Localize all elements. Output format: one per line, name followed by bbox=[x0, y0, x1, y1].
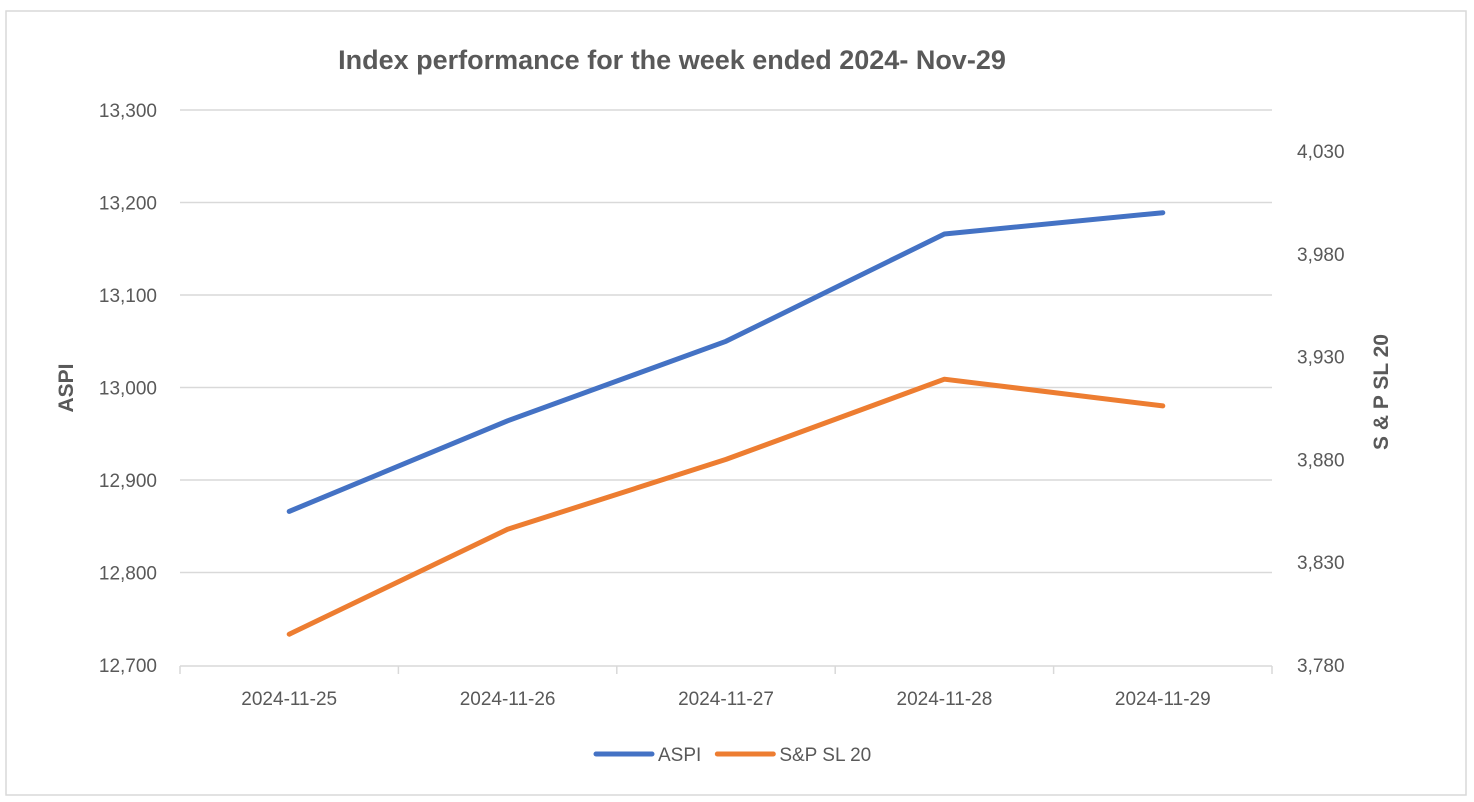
left-tick-label: 13,300 bbox=[99, 101, 157, 122]
x-tick-label: 2024-11-27 bbox=[678, 689, 774, 710]
series-line-s-p-sl-20 bbox=[286, 376, 1166, 637]
x-axis-ticks: 2024-11-25 2024-11-26 2024-11-27 2024-11-28… bbox=[241, 689, 1210, 710]
series-line-aspi bbox=[286, 210, 1166, 514]
left-tick-label: 12,900 bbox=[99, 471, 157, 492]
right-tick-label: 3,930 bbox=[1297, 348, 1345, 369]
legend: ASPI S&P SL 20 bbox=[593, 745, 871, 766]
legend-label: ASPI bbox=[658, 745, 701, 766]
x-tick-label: 2024-11-25 bbox=[241, 689, 337, 710]
chart-border bbox=[5, 10, 1467, 796]
left-tick-label: 12,700 bbox=[99, 656, 157, 677]
x-tick-label: 2024-11-29 bbox=[1115, 689, 1211, 710]
right-tick-label: 3,980 bbox=[1297, 245, 1345, 266]
right-axis-ticks: 3,780 3,830 3,880 3,930 3,980 4,030 bbox=[1297, 142, 1345, 677]
left-tick-label: 12,800 bbox=[99, 564, 157, 585]
right-tick-label: 3,830 bbox=[1297, 553, 1345, 574]
right-tick-label: 3,880 bbox=[1297, 450, 1345, 471]
x-tick-label: 2024-11-28 bbox=[897, 689, 993, 710]
left-axis-title: ASPI bbox=[55, 363, 78, 412]
left-axis-ticks: 12,700 12,800 12,900 13,000 13,100 13,200 13,3… bbox=[99, 101, 157, 677]
left-tick-label: 13,200 bbox=[99, 194, 157, 215]
left-tick-label: 13,000 bbox=[99, 379, 157, 400]
left-tick-label: 13,100 bbox=[99, 286, 157, 307]
right-axis-title: S & P SL 20 bbox=[1370, 334, 1393, 450]
series-lines bbox=[286, 210, 1166, 637]
right-tick-label: 3,780 bbox=[1297, 656, 1345, 677]
chart-title: Index performance for the week ended 202… bbox=[338, 45, 1006, 75]
right-tick-label: 4,030 bbox=[1297, 142, 1345, 163]
x-tick-label: 2024-11-26 bbox=[460, 689, 556, 710]
legend-label: S&P SL 20 bbox=[779, 745, 871, 766]
